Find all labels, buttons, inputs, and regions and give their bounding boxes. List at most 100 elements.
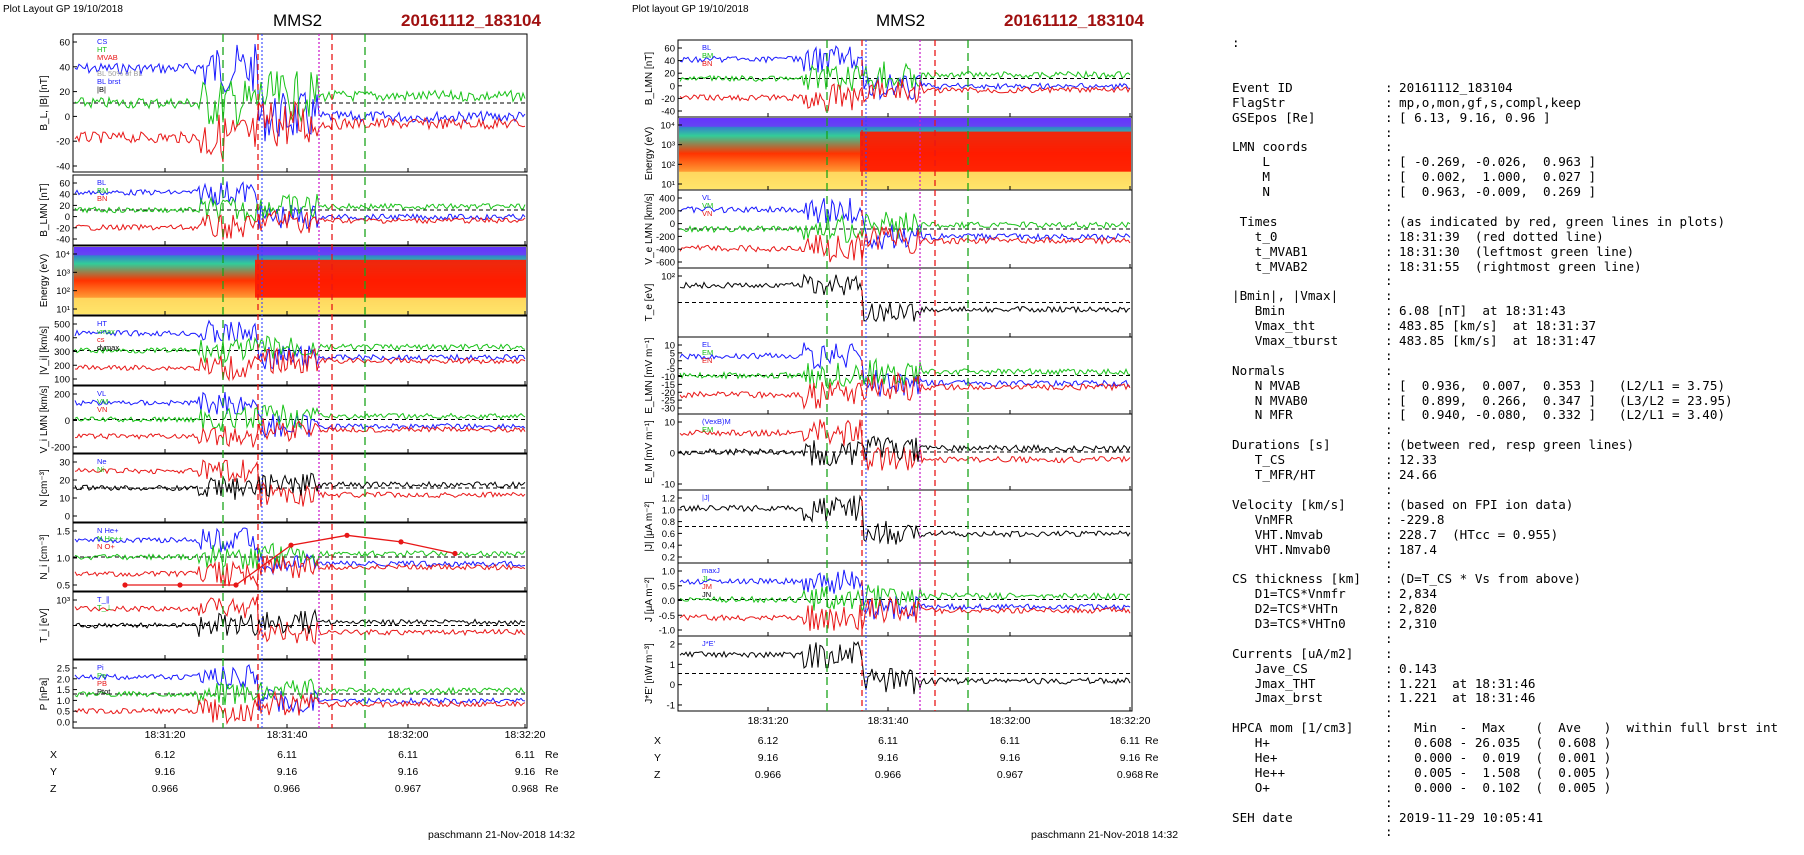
y-tick-label: -40 — [56, 235, 70, 246]
summary-value: 0.005 - 1.508 ( 0.005 ) — [1399, 764, 1612, 780]
summary-key — [1232, 483, 1385, 498]
summary-value: 24.66 — [1399, 467, 1437, 483]
data-trace — [74, 100, 526, 162]
summary-value: 0.608 - 26.035 ( 0.608 ) — [1399, 735, 1612, 751]
summary-value: 483.85 [km/s] at 18:31:37 — [1399, 318, 1597, 334]
legend-entry: Ne — [97, 457, 107, 466]
legend-entry: T_⊥ — [97, 603, 113, 612]
spacecraft-title: MMS2 — [876, 11, 925, 30]
summary-colon: : — [1385, 749, 1393, 765]
y-axis-label: V_e LMN [km/s] — [644, 193, 655, 264]
summary-row: : — [1232, 482, 1778, 498]
summary-key: L — [1232, 155, 1270, 170]
summary-colon: : — [1385, 199, 1393, 215]
summary-row: Jmax_THT:1.221 at 18:31:46 — [1232, 675, 1778, 692]
he-plus-plus-point — [177, 582, 183, 588]
legend-entry: VL — [702, 193, 711, 202]
y-tick-label: 30 — [59, 458, 70, 469]
legend-entry: BL 50% of BL — [97, 69, 143, 78]
summary-rows: Event ID:20161112_183104 FlagStr: mp,o,mon… — [1232, 80, 1778, 840]
summary-value: (D=T_CS * Vs from above) — [1399, 571, 1581, 587]
summary-row: |Bmin|, |Vmax|: — [1232, 288, 1778, 304]
summary-key: N MFR — [1232, 408, 1293, 423]
legend-entry: dvmax — [97, 343, 119, 352]
summary-colon: : — [1385, 720, 1393, 736]
y-tick-label: 60 — [664, 44, 675, 55]
ephemeris-value: 6.11 — [398, 749, 418, 761]
summary-colon: : — [1385, 779, 1393, 795]
figure-footer: paschmann 21-Nov-2018 14:32 — [1031, 829, 1178, 841]
y-axis-label: N_i [cm⁻³] — [39, 534, 50, 580]
ephemeris-value: 9.16 — [515, 766, 536, 778]
summary-colon: : — [1385, 675, 1393, 691]
ephemeris-value: 0.968 — [512, 783, 538, 795]
y-tick-label: -1 — [667, 701, 675, 712]
y-tick-label: 0 — [65, 416, 70, 427]
y-tick-label: 0 — [670, 680, 675, 691]
legend-entry: Pe — [97, 671, 106, 680]
y-tick-label: 10² — [56, 286, 70, 297]
summary-key: SEH date — [1232, 810, 1293, 825]
time-tick-label: 18:31:40 — [267, 729, 308, 741]
summary-colon: : — [1385, 377, 1393, 393]
summary-row: Vmax_tht:483.85 [km/s] at 18:31:37 — [1232, 318, 1778, 334]
he-plus-plus-point — [452, 550, 458, 557]
ephemeris-value: 6.11 — [1120, 735, 1140, 747]
summary-key: Event ID — [1232, 80, 1293, 95]
summary-row: T_MFR/HT:24.66 — [1232, 467, 1778, 483]
summary-key: Bmin — [1232, 304, 1286, 319]
summary-key: t_MVAB1 — [1232, 244, 1308, 259]
he-plus-plus-point — [122, 582, 128, 588]
y-tick-label: -200 — [656, 232, 675, 243]
legend-entry: |J| — [702, 493, 710, 502]
ephemeris-value: 6.11 — [1000, 735, 1020, 747]
y-tick-label: -20 — [56, 223, 70, 234]
y-axis-label: V_i LMN [km/s] — [39, 385, 50, 453]
y-tick-label: 0.0 — [662, 596, 675, 607]
summary-key: O+ — [1232, 780, 1270, 795]
summary-colon: : — [1385, 184, 1393, 200]
y-axis-label: B_L, |B| [nT] — [39, 75, 50, 130]
data-trace — [74, 391, 526, 439]
legend-entry: EN — [702, 356, 712, 365]
summary-key: Vmax_tburst — [1232, 334, 1339, 349]
summary-value: 2,834 — [1399, 586, 1437, 602]
summary-value: 2,310 — [1399, 615, 1437, 631]
summary-value: 18:31:55 (rightmost green line) — [1399, 258, 1642, 274]
summary-row: t_0:18:31:39 (red dotted line) — [1232, 229, 1778, 245]
summary-colon: : — [1385, 705, 1393, 721]
right-figure: Plot layout GP 19/10/2018 MMS2 20161112_18… — [632, 4, 1178, 841]
summary-key: t_0 — [1232, 229, 1278, 244]
summary-row: Durations [s]: (between red, resp green l… — [1232, 437, 1778, 453]
y-tick-label: 1 — [670, 660, 675, 671]
left-figure: Plot Layout GP 19/10/2018 MMS2 20161112_18… — [3, 4, 575, 841]
summary-key: N — [1232, 185, 1270, 200]
data-trace — [74, 527, 526, 576]
y-tick-label: 0.0 — [57, 718, 70, 729]
y-tick-label: 0 — [65, 212, 70, 223]
summary-value: 18:31:30 (leftmost green line) — [1399, 243, 1635, 259]
summary-colon: : — [1385, 318, 1393, 334]
summary-key: |Bmin|, |Vmax| — [1232, 289, 1339, 304]
data-trace — [74, 319, 526, 370]
summary-colon: : — [1385, 586, 1393, 602]
y-tick-label: 20 — [664, 69, 675, 80]
y-tick-label: 40 — [664, 56, 675, 67]
legend-entry: |B| — [97, 85, 106, 94]
summary-key: LMN coords — [1232, 140, 1308, 155]
summary-key: CS thickness [km] — [1232, 572, 1361, 587]
y-tick-label: 10⁴ — [55, 250, 70, 261]
ephemeris-unit: Re — [1145, 769, 1159, 781]
panel-ele_spec: 10⁴ 10³ 10² 10¹ Energy (eV) — [644, 116, 1133, 191]
summary-colon: : — [1385, 258, 1393, 274]
summary-row: t_MVAB1:18:31:30 (leftmost green line) — [1232, 243, 1778, 260]
summary-row: T_CS:12.33 — [1232, 452, 1778, 468]
y-tick-label: 40 — [59, 62, 70, 73]
summary-value: [ 0.940, -0.080, 0.332 ] (L2/L1 = 3.40) — [1399, 407, 1726, 423]
ephemeris-value: 9.16 — [878, 752, 899, 764]
y-tick-label: -15 — [661, 380, 675, 391]
y-tick-label: 100 — [54, 375, 70, 386]
ephemeris-value: 6.11 — [277, 749, 297, 761]
summary-row: Times: (as indicated by red, green lines … — [1232, 214, 1778, 230]
